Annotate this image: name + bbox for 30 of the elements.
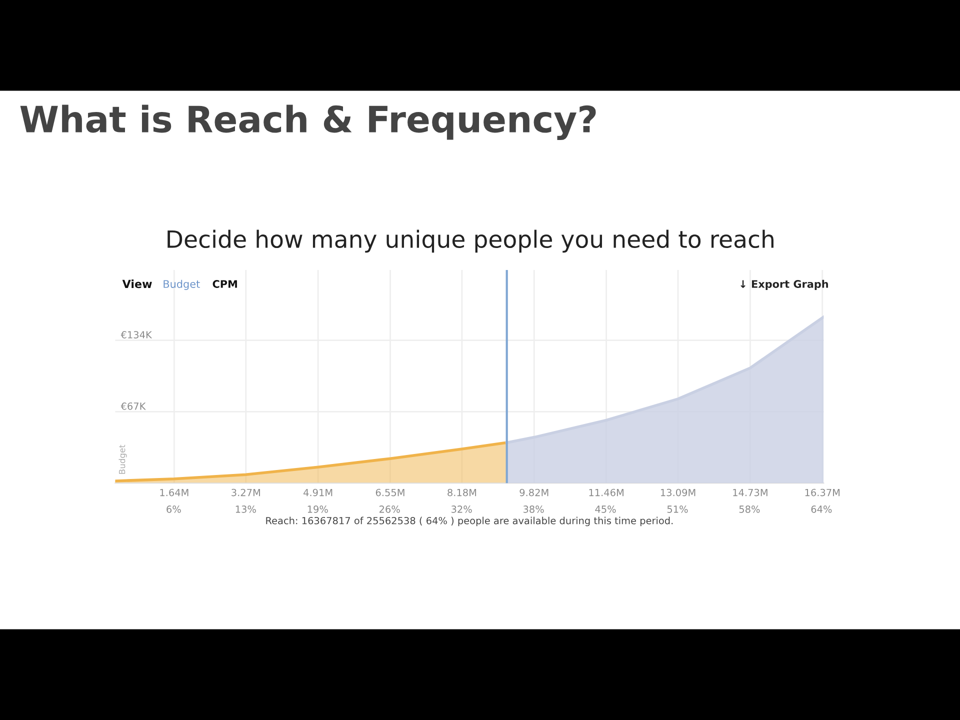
y-axis-title: Budget bbox=[118, 444, 127, 474]
x2-tick-label: 51% bbox=[667, 506, 688, 513]
chart-title: What is Reach & Frequency? bbox=[20, 104, 596, 140]
x2-tick-label: 45% bbox=[595, 506, 616, 513]
chart-subtitle: Decide how many unique people you need to reach bbox=[168, 230, 774, 253]
x-tick-label: 4.91M bbox=[304, 488, 332, 496]
x2-tick-label: 64% bbox=[811, 506, 832, 513]
annotation: View bbox=[122, 280, 152, 288]
text: Reach: 16367817 of 25562538 ( 64% ) people are available during this time period. bbox=[266, 516, 673, 526]
annotation: CPM bbox=[212, 280, 237, 288]
x-tick-label: 6.55M bbox=[376, 488, 404, 496]
x2-tick-label: 26% bbox=[380, 506, 400, 513]
x-tick-label: 3.27M bbox=[232, 488, 260, 496]
y-tick-label: €67K bbox=[120, 402, 146, 410]
annotation: ↓ Export Graph bbox=[740, 280, 828, 290]
x-tick-label: 9.82M bbox=[520, 488, 548, 496]
x2-tick-label: 13% bbox=[236, 506, 256, 513]
x2-tick-label: 6% bbox=[166, 506, 181, 513]
x2-tick-label: 32% bbox=[452, 506, 472, 513]
annotation: Budget bbox=[164, 280, 200, 290]
x-tick-label: 14.73M bbox=[733, 488, 768, 496]
x-tick-label: 11.46M bbox=[589, 488, 624, 496]
x-tick-label: 1.64M bbox=[160, 488, 188, 496]
x-tick-label: 16.37M bbox=[805, 488, 840, 496]
x2-tick-label: 58% bbox=[739, 506, 760, 513]
x-tick-label: 13.09M bbox=[660, 488, 696, 496]
y-tick-label: €134K bbox=[120, 331, 152, 338]
x2-tick-label: 38% bbox=[523, 506, 544, 513]
x-tick-label: 8.18M bbox=[448, 488, 476, 496]
x2-tick-label: 19% bbox=[308, 506, 328, 513]
